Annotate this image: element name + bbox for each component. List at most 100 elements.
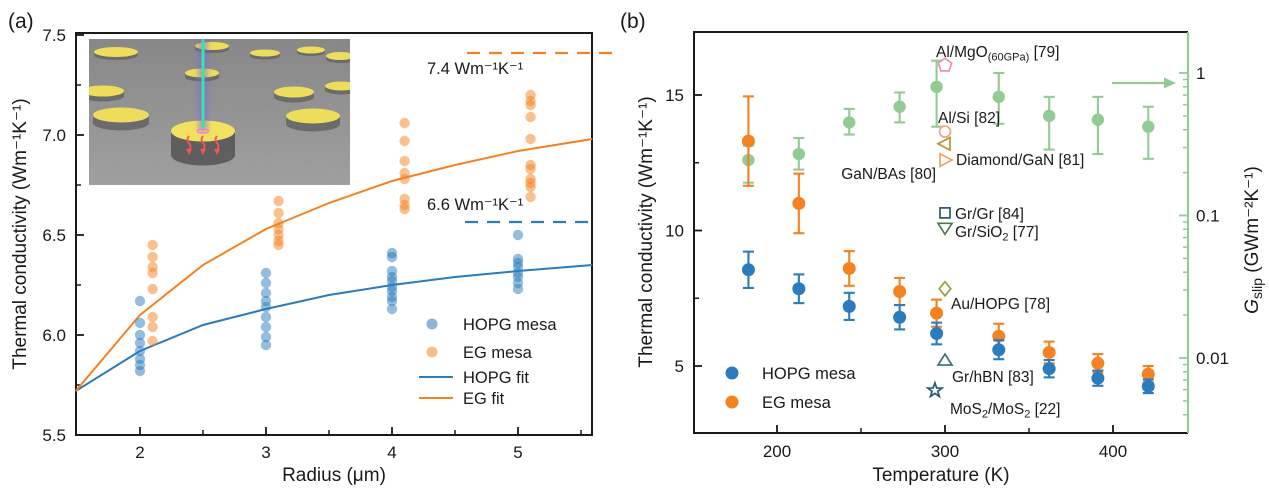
reference-line-label: 6.6 Wm⁻¹K⁻¹ bbox=[427, 196, 524, 214]
x-tick-label: 300 bbox=[931, 442, 959, 461]
eg-mesa-point bbox=[147, 251, 158, 263]
panel-a-frame bbox=[75, 32, 593, 436]
laser-spot-ring bbox=[196, 128, 210, 134]
eg-mesa-point bbox=[525, 181, 536, 193]
hopg-mesa-point bbox=[134, 365, 146, 377]
ref-label-gan-bas: GaN/BAs [80] bbox=[841, 166, 936, 183]
mesa-disc-top bbox=[325, 81, 350, 91]
ref-marker-mos2-mos2 bbox=[925, 380, 945, 399]
g-slip-point bbox=[843, 116, 856, 129]
ref-marker-diamond-gan bbox=[936, 136, 951, 152]
hopg-mesa-point bbox=[260, 301, 272, 313]
eg-mesa-point bbox=[525, 111, 536, 123]
heat-flow-arrow bbox=[200, 135, 206, 151]
ref-marker-gr-hbn bbox=[936, 352, 954, 366]
eg-mesa-point bbox=[273, 195, 284, 207]
y-tick-label: 7.5 bbox=[42, 26, 66, 45]
heat-flow-arrowhead bbox=[186, 149, 192, 155]
panel-b-plot-area: 200 300 400 5 10 15 1 0.1 0.01 Al/MgO(60GPa) [79]… bbox=[665, 31, 1229, 461]
x-tick-label: 4 bbox=[387, 443, 396, 462]
eg-mesa-point bbox=[399, 173, 410, 185]
ref-label-diamond-gan: Diamond/GaN [81] bbox=[956, 152, 1084, 169]
eg-mesa-point bbox=[893, 284, 907, 298]
x-tick-label: 400 bbox=[1099, 442, 1127, 461]
eg-mesa-point bbox=[147, 239, 158, 251]
legend-item-label: EG mesa bbox=[762, 394, 832, 412]
y-tick-label: 5.5 bbox=[42, 426, 66, 445]
eg-mesa-point bbox=[147, 321, 158, 333]
mesa-disc-top bbox=[326, 52, 350, 60]
ref-label-mos2-mos2: MoS2/MoS2 [22] bbox=[950, 401, 1060, 421]
ref-label-gr-sio2: Gr/SiO2 [77] bbox=[955, 224, 1039, 244]
panel-a-plot-area: 2 3 4 5 5.5 6.0 6.5 7.0 7.5 7.4 Wm⁻¹K⁻¹ 6.6 Wm⁻¹K⁻… bbox=[42, 26, 617, 462]
mesa-disc-top bbox=[250, 49, 280, 57]
eg-mesa-point bbox=[273, 239, 284, 251]
eg-mesa-point bbox=[147, 335, 158, 347]
heat-flow-arrow bbox=[186, 135, 192, 151]
ref-label-al-mgo: Al/MgO(60GPa) [79] bbox=[936, 44, 1059, 64]
x-tick-label: 2 bbox=[135, 443, 144, 462]
eg-mesa-point bbox=[1091, 356, 1105, 370]
hopg-mesa-point bbox=[260, 287, 272, 299]
x-tick-label: 3 bbox=[261, 443, 270, 462]
eg-mesa-point bbox=[399, 155, 410, 167]
heat-flow-arrowhead bbox=[200, 149, 206, 155]
eg-mesa-point bbox=[399, 203, 410, 215]
mesa-disc-top bbox=[274, 86, 314, 98]
legend-item-label: EG fit bbox=[463, 390, 505, 408]
g-slip-point bbox=[1091, 113, 1105, 126]
hopg-mesa-point bbox=[386, 295, 398, 307]
hopg-mesa-point bbox=[260, 267, 272, 279]
hopg-mesa-point bbox=[792, 282, 806, 296]
mesa-disc-top bbox=[89, 85, 124, 97]
legend-marker-dot bbox=[426, 346, 438, 358]
hopg-mesa-point bbox=[741, 263, 755, 277]
panel-b-right-yaxis-title: Gslip (GWm⁻²K⁻¹) bbox=[1242, 166, 1265, 314]
eg-mesa-point bbox=[525, 191, 536, 203]
y-right-tick-label: 0.1 bbox=[1196, 207, 1220, 226]
eg-mesa-point bbox=[399, 135, 410, 147]
panel-b-xaxis-title: Temperature (K) bbox=[872, 465, 1009, 486]
hopg-mesa-point bbox=[893, 310, 907, 324]
hopg-mesa-point bbox=[134, 345, 146, 357]
inset-laser-beam-group bbox=[186, 39, 220, 155]
y-left-tick-label: 10 bbox=[665, 222, 684, 241]
mesa-laser-inset-illustration bbox=[89, 39, 350, 185]
g-slip-point bbox=[992, 90, 1005, 104]
eg-mesa-point bbox=[930, 306, 944, 320]
eg-mesa-point bbox=[525, 163, 536, 175]
hopg-mesa-point bbox=[260, 321, 272, 333]
legend-item-label: HOPG mesa bbox=[762, 365, 856, 383]
heat-flow-arrow bbox=[214, 135, 220, 151]
g-slip-point bbox=[893, 100, 906, 113]
hopg-mesa-point bbox=[512, 229, 524, 241]
ref-label-gr-gr: Gr/Gr [84] bbox=[955, 206, 1024, 223]
hopg-mesa-point bbox=[842, 299, 856, 313]
y-tick-label: 6.0 bbox=[42, 326, 66, 345]
hopg-mesa-point bbox=[260, 277, 272, 289]
hopg-mesa-point bbox=[386, 251, 398, 263]
eg-mesa-point bbox=[842, 261, 856, 275]
g-slip-point bbox=[1042, 109, 1056, 123]
hopg-fit-curve bbox=[75, 264, 593, 392]
x-tick-label: 5 bbox=[513, 443, 522, 462]
panel-b-letter: (b) bbox=[620, 10, 646, 33]
g-slip-point bbox=[792, 147, 806, 161]
g-slip-point bbox=[930, 80, 943, 94]
panel-b-left-yaxis-title: Thermal conductivity (Wm⁻¹K⁻¹) bbox=[636, 96, 657, 367]
hopg-mesa-point bbox=[1091, 371, 1105, 385]
hopg-mesa-point bbox=[1141, 379, 1155, 393]
eg-mesa-point bbox=[1141, 367, 1155, 381]
hopg-mesa-point bbox=[386, 303, 398, 315]
hopg-mesa-point bbox=[134, 329, 146, 341]
ref-marker-gr-gr bbox=[939, 207, 951, 219]
g-slip-point bbox=[1142, 120, 1155, 133]
ref-marker-au-hopg bbox=[938, 280, 952, 298]
ref-label-al-si: Al/Si [82] bbox=[938, 110, 1000, 127]
mesa-disc-top bbox=[297, 46, 325, 54]
y-tick-label: 7.0 bbox=[42, 126, 66, 145]
hopg-mesa-point bbox=[134, 295, 146, 307]
ref-label-gr-hbn: Gr/hBN [83] bbox=[952, 369, 1034, 386]
